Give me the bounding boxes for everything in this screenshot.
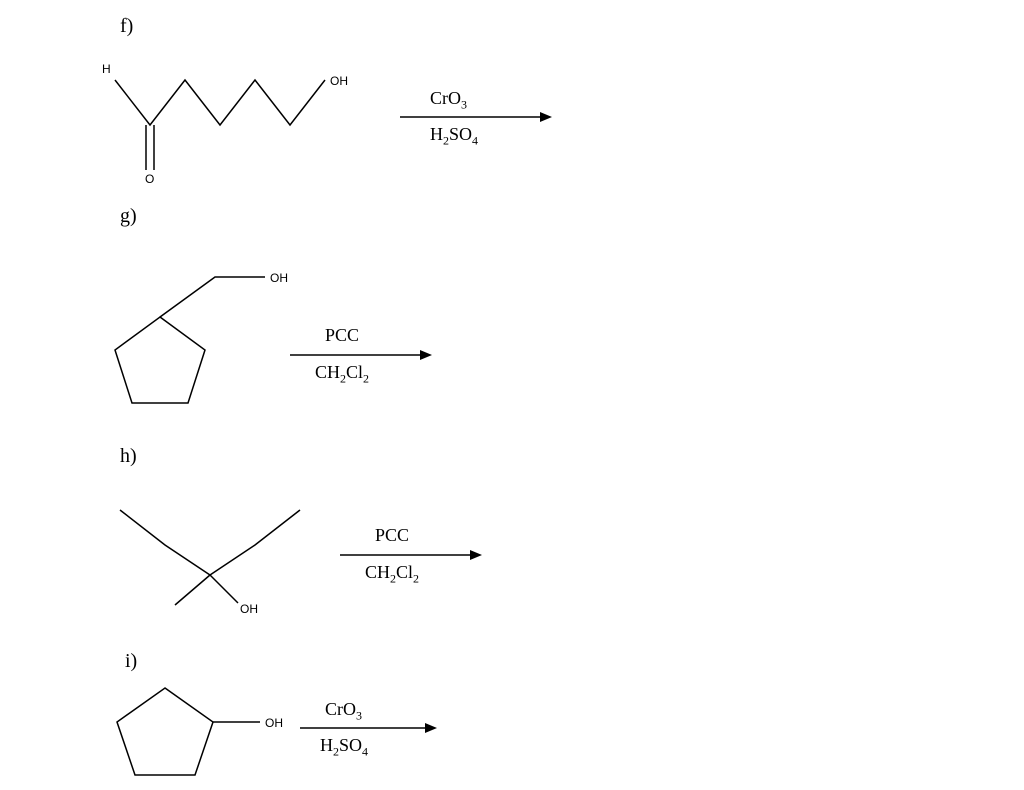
svg-text:O: O [145, 172, 154, 186]
svg-text:H: H [102, 62, 111, 76]
reagent-f-top: CrO3 [430, 88, 467, 113]
svg-text:OH: OH [270, 271, 288, 285]
molecule-g: OH [95, 235, 295, 420]
problem-h-label: h) [120, 445, 137, 468]
problem-f-label: f) [120, 15, 133, 38]
reagent-h-top: PCC [375, 525, 409, 546]
reagent-g-top: PCC [325, 325, 359, 346]
svg-text:OH: OH [265, 716, 283, 730]
svg-text:OH: OH [330, 74, 348, 88]
problem-g-label: g) [120, 205, 137, 228]
reagent-f-bottom: H2SO4 [430, 124, 478, 149]
arrow-f [400, 109, 560, 125]
reagent-i-bottom: H2SO4 [320, 735, 368, 760]
svg-text:OH: OH [240, 602, 258, 616]
reagent-h-bottom: CH2Cl2 [365, 562, 419, 587]
reagent-g-bottom: CH2Cl2 [315, 362, 369, 387]
reagent-i-top: CrO3 [325, 699, 362, 724]
arrow-g [290, 347, 440, 363]
molecule-f: H O OH [90, 55, 370, 195]
molecule-i: OH [100, 670, 300, 790]
arrow-i [300, 720, 445, 736]
molecule-h: OH [100, 485, 330, 620]
arrow-h [340, 547, 490, 563]
